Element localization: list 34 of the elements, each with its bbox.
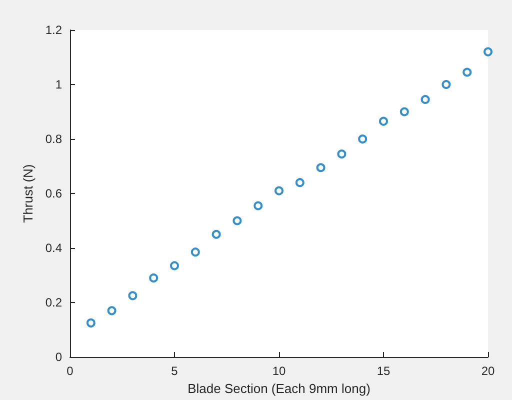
x-tick-label: 15 <box>376 364 390 378</box>
point <box>337 149 346 158</box>
y-tick-label: 0.2 <box>45 296 62 310</box>
point <box>128 291 138 300</box>
point <box>274 186 284 196</box>
point <box>232 216 242 226</box>
point <box>107 306 116 316</box>
point <box>149 273 158 282</box>
y-tick-label: 1 <box>55 78 62 92</box>
point <box>379 116 388 126</box>
y-axis-title: Thrust (N) <box>20 164 36 223</box>
point <box>420 94 430 104</box>
point <box>170 261 179 270</box>
x-tick-label: 5 <box>171 364 178 378</box>
y-tick-label: 0.6 <box>45 186 62 200</box>
point <box>86 318 96 328</box>
x-tick-label: 20 <box>481 364 495 378</box>
point <box>190 248 200 257</box>
point <box>295 178 304 188</box>
x-tick-label: 0 <box>66 364 74 378</box>
point <box>254 201 263 210</box>
point <box>358 134 368 144</box>
point <box>462 68 472 77</box>
point <box>400 107 409 116</box>
point <box>442 80 451 89</box>
y-tick-label: 1.2 <box>45 23 62 37</box>
point <box>212 230 221 239</box>
y-tick-label: 0.4 <box>45 241 62 255</box>
point <box>484 47 492 56</box>
point <box>316 163 326 172</box>
y-tick-label: 0 <box>55 350 62 364</box>
x-axis-title: Blade Section (Each 9mm long) <box>188 380 370 396</box>
y-tick-label: 0.8 <box>45 132 62 146</box>
x-tick-label: 10 <box>272 364 286 378</box>
